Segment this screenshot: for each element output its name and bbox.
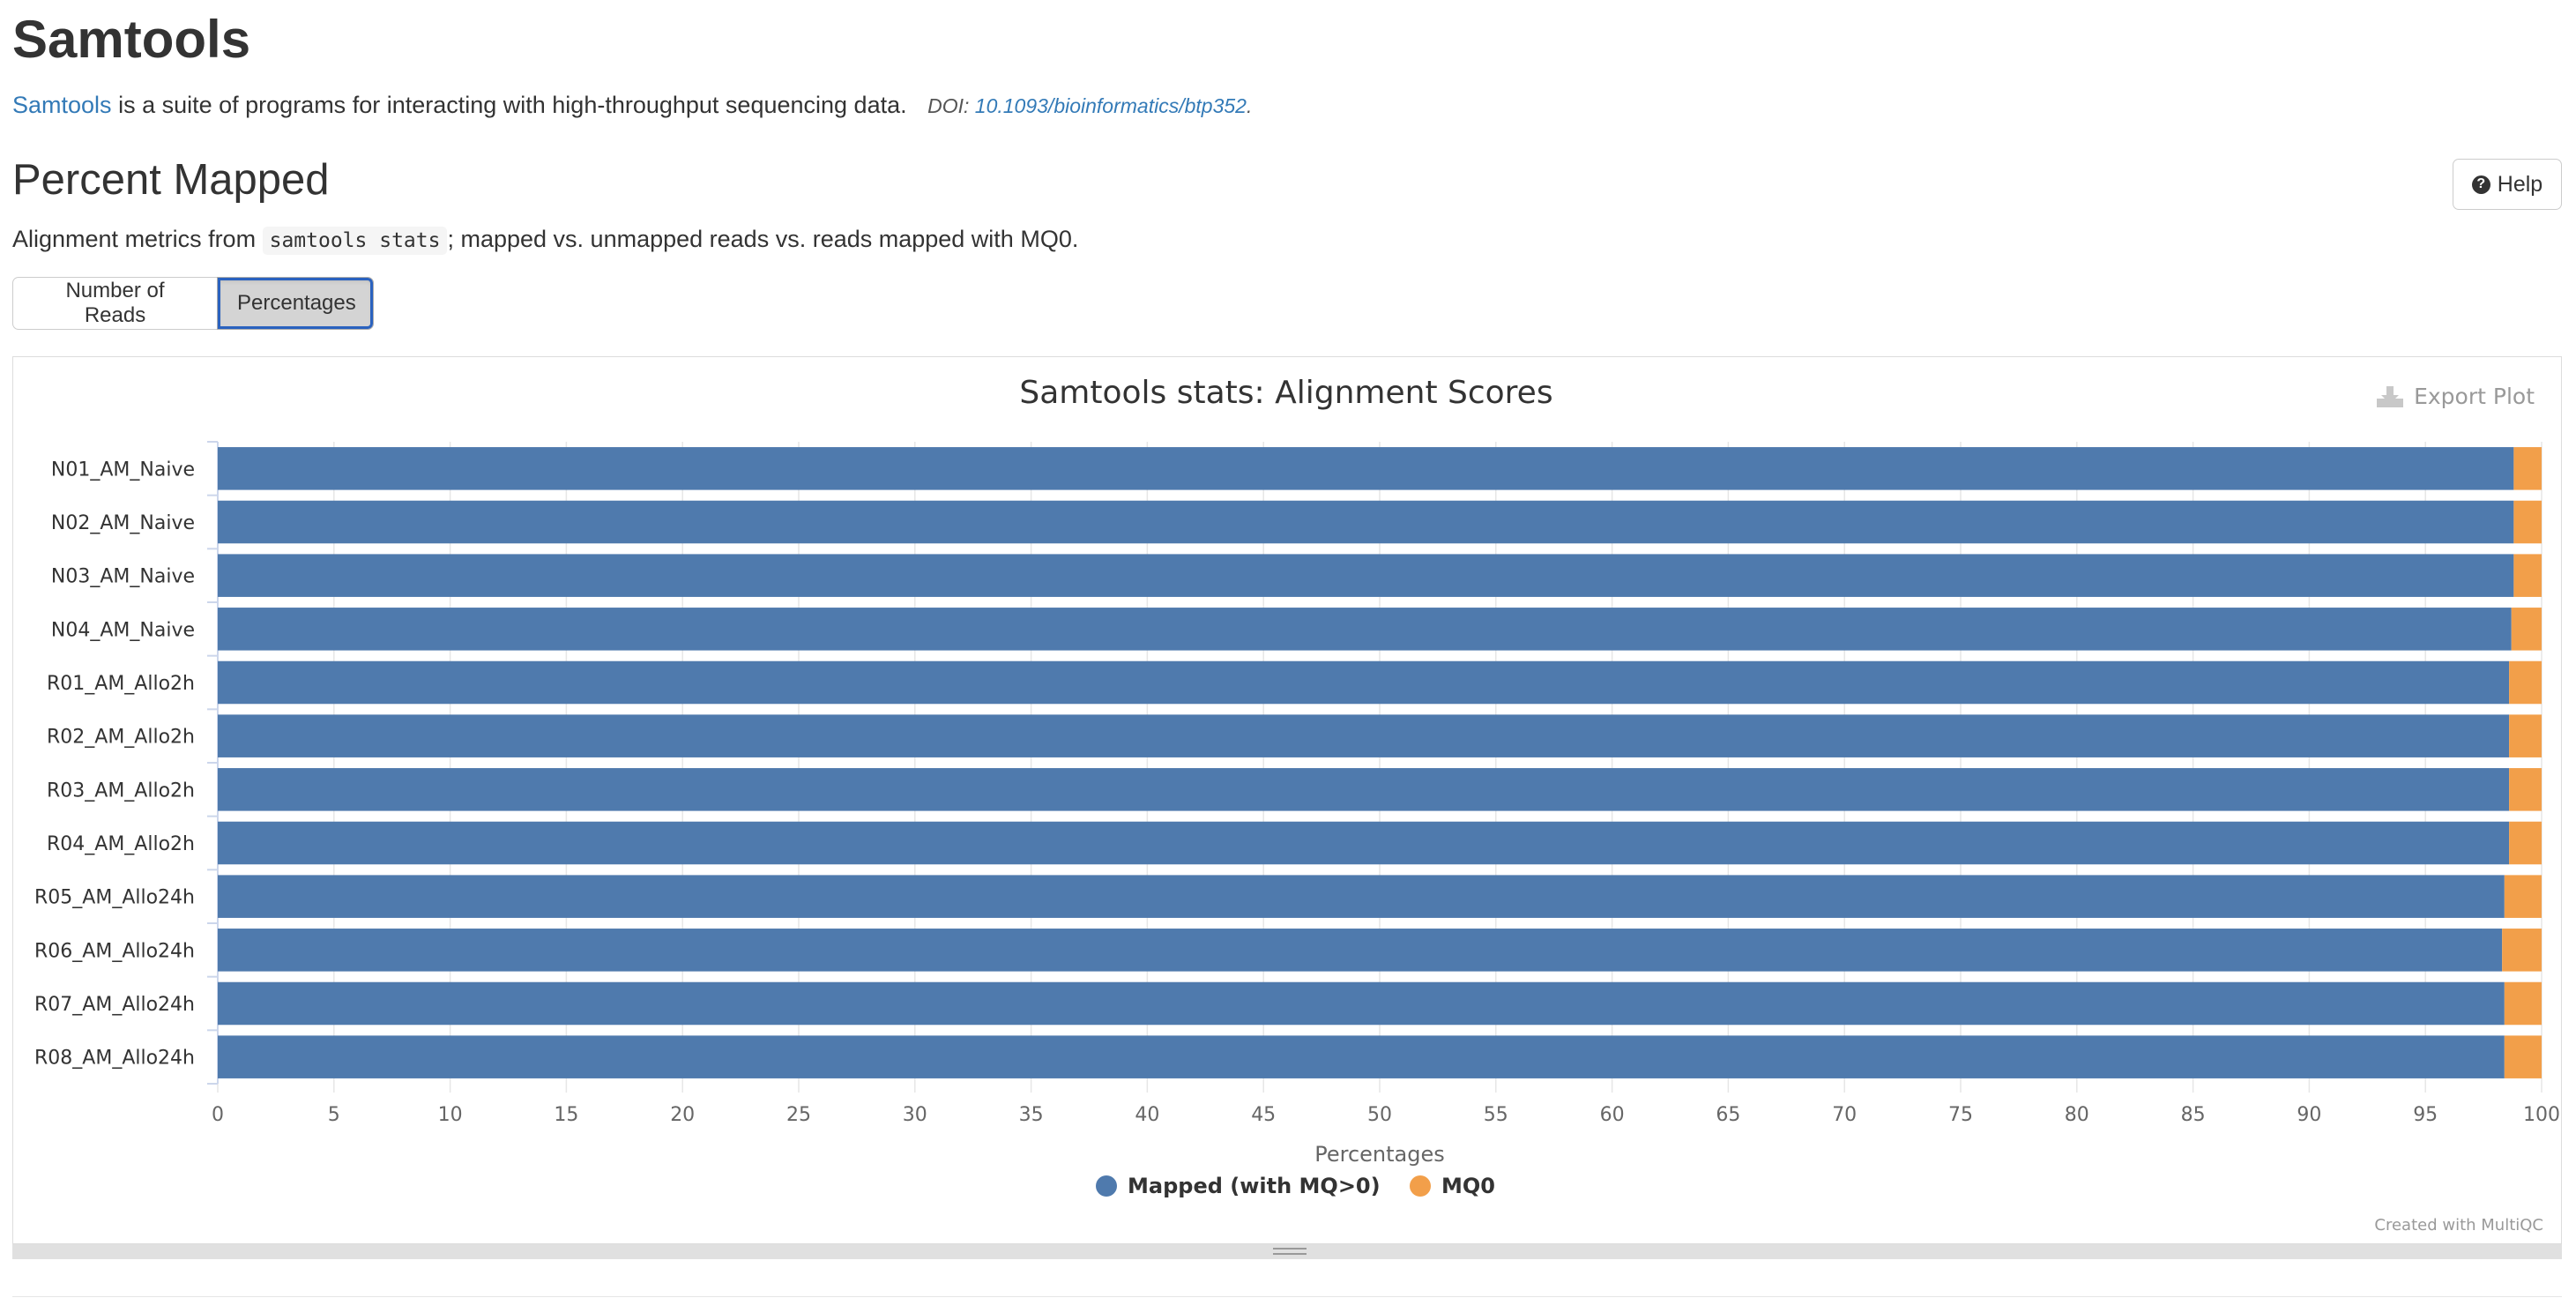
x-tick-label: 25 [786, 1104, 811, 1126]
legend-marker [1410, 1175, 1431, 1197]
bar-segment [2513, 500, 2542, 544]
bar-segment [218, 554, 2514, 597]
subsection-title: Percent Mapped [12, 156, 330, 204]
bar-chart: Samtools stats: Alignment Scores 0 5 10 15 20… [34, 375, 2560, 1198]
bar-segment [218, 660, 2510, 705]
bar-segment [218, 500, 2514, 544]
x-tick-label: 20 [670, 1104, 695, 1126]
export-plot-label: Export Plot [2414, 384, 2535, 409]
x-tick-label: 70 [1832, 1104, 1857, 1126]
number-of-reads-button[interactable]: Number of Reads [12, 277, 218, 330]
x-tick-label: 90 [2297, 1104, 2321, 1126]
plot-description-prefix: Alignment metrics from [12, 226, 257, 252]
multiqc-credit: Created with MultiQC [2374, 1216, 2543, 1235]
question-circle-icon: ? [2471, 175, 2490, 194]
section-description-text: is a suite of programs for interacting w… [118, 92, 907, 118]
divider [12, 1296, 2562, 1297]
doi: DOI: 10.1093/bioinformatics/btp352. [927, 94, 1252, 117]
doi-suffix: . [1246, 94, 1253, 117]
samtools-link[interactable]: Samtools [12, 92, 112, 118]
bar-segment [218, 447, 2514, 490]
bar-segment [2504, 1035, 2542, 1078]
y-tick-label: R04_AM_Allo2h [47, 833, 195, 855]
x-tick-label: 5 [328, 1104, 340, 1126]
y-tick-label: R06_AM_Allo24h [34, 940, 195, 962]
help-label: Help [2497, 171, 2543, 197]
y-tick-label: N01_AM_Naive [51, 459, 195, 481]
samtools-stats-code: samtools stats [262, 227, 448, 255]
section-title: Samtools [12, 10, 251, 69]
section-description: Samtools is a suite of programs for inte… [12, 92, 1252, 119]
x-tick-label: 50 [1367, 1104, 1392, 1126]
x-tick-label: 45 [1251, 1104, 1276, 1126]
bar-segment [2509, 821, 2542, 865]
y-tick-label: R05_AM_Allo24h [34, 887, 195, 909]
y-tick-label: R01_AM_Allo2h [47, 673, 195, 695]
plot-toggle-group: Number of Reads Percentages [12, 277, 374, 330]
x-tick-label: 95 [2413, 1104, 2438, 1126]
x-tick-label: 100 [2523, 1104, 2560, 1126]
bar-segment [2509, 714, 2542, 757]
download-icon [2375, 384, 2405, 409]
x-tick-label: 85 [2181, 1104, 2206, 1126]
help-button[interactable]: ? Help [2453, 159, 2562, 210]
bar-segment [2513, 447, 2542, 490]
y-tick-label: N04_AM_Naive [51, 619, 195, 641]
bar-segment [218, 981, 2505, 1026]
y-tick-label: N03_AM_Naive [51, 566, 195, 588]
x-tick-label: 40 [1135, 1104, 1159, 1126]
bar-segment [218, 929, 2503, 972]
x-tick-label: 75 [1948, 1104, 1973, 1126]
bar-segment [218, 821, 2510, 865]
bar-segment [2509, 660, 2542, 705]
plot-container: Samtools stats: Alignment Scores 0 5 10 15 20… [12, 356, 2562, 1247]
bar-segment [2511, 608, 2542, 651]
plot-resize-handle[interactable] [12, 1243, 2562, 1259]
plot-description: Alignment metrics from samtools stats; m… [12, 226, 1079, 255]
doi-label: DOI: [927, 94, 970, 117]
x-axis-label: Percentages [1314, 1142, 1445, 1167]
percentages-button[interactable]: Percentages [217, 277, 374, 330]
plot-description-suffix: ; mapped vs. unmapped reads vs. reads ma… [447, 226, 1079, 252]
y-tick-label: R02_AM_Allo2h [47, 727, 195, 749]
x-tick-label: 60 [1600, 1104, 1625, 1126]
legend-label: MQ0 [1441, 1174, 1495, 1198]
bar-segment [218, 875, 2505, 918]
bar-segment [218, 608, 2512, 651]
x-tick-label: 10 [438, 1104, 463, 1126]
x-tick-label: 0 [212, 1104, 224, 1126]
legend-marker [1096, 1175, 1117, 1197]
bar-segment [2504, 981, 2542, 1026]
bar-segment [218, 1035, 2505, 1078]
bar-segment [2502, 929, 2542, 972]
legend-label: Mapped (with MQ>0) [1128, 1174, 1381, 1198]
x-tick-label: 35 [1019, 1104, 1044, 1126]
bar-segment [218, 714, 2510, 757]
bar-segment [218, 768, 2510, 811]
x-tick-label: 30 [903, 1104, 927, 1126]
bar-segment [2513, 554, 2542, 597]
y-tick-label: R07_AM_Allo24h [34, 994, 195, 1016]
y-tick-label: R03_AM_Allo2h [47, 780, 195, 802]
chart-title: Samtools stats: Alignment Scores [1019, 375, 1552, 411]
x-tick-label: 55 [1484, 1104, 1508, 1126]
y-tick-label: N02_AM_Naive [51, 512, 195, 534]
bar-segment [2509, 768, 2542, 811]
export-plot-button[interactable]: Export Plot [2375, 384, 2535, 409]
bar-segment [2504, 875, 2542, 918]
doi-link[interactable]: 10.1093/bioinformatics/btp352 [974, 94, 1247, 117]
y-tick-label: R08_AM_Allo24h [34, 1048, 195, 1070]
x-tick-label: 65 [1716, 1104, 1740, 1126]
x-tick-label: 80 [2065, 1104, 2089, 1126]
x-tick-label: 15 [554, 1104, 578, 1126]
grip-icon [1273, 1248, 1307, 1255]
